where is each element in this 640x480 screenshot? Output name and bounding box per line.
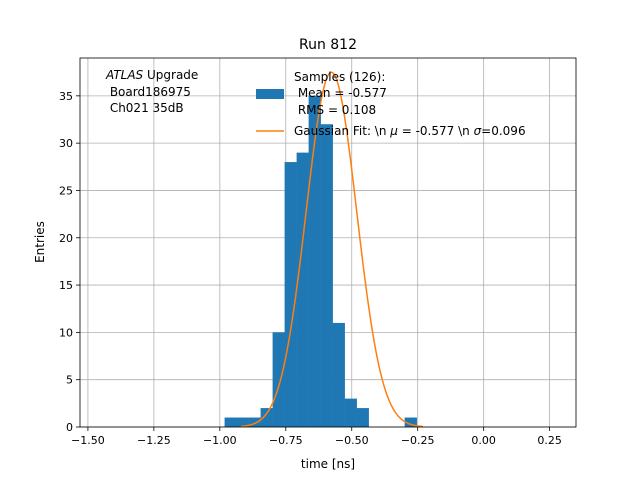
x-tick-label: −0.50 <box>335 434 369 447</box>
y-axis-label: Entries <box>33 221 47 263</box>
histogram-bar <box>224 417 237 427</box>
legend-samples-line-1: Samples (126): <box>294 70 385 84</box>
y-tick-label: 5 <box>66 374 73 387</box>
y-tick-label: 15 <box>59 279 73 292</box>
legend-fit-suffix: =0.096 <box>481 124 525 138</box>
histogram-bar <box>260 408 273 427</box>
histogram-bar <box>320 124 333 427</box>
legend-samples-swatch <box>256 89 284 99</box>
legend-fit-mu: μ <box>389 124 398 138</box>
legend-fit-prefix: Gaussian Fit: \n <box>294 124 390 138</box>
histogram-bar <box>332 322 345 427</box>
y-tick-label: 25 <box>59 184 73 197</box>
y-tick-label: 0 <box>66 421 73 434</box>
chart-title: Run 812 <box>299 37 357 53</box>
y-tick-label: 10 <box>59 326 73 339</box>
legend-fit-label: Gaussian Fit: \n μ = -0.577 \n σ=0.096 <box>294 124 526 138</box>
histogram-bar <box>344 398 357 427</box>
legend: Samples (126): Mean = -0.577 RMS = 0.108… <box>256 70 526 138</box>
y-tick-label: 35 <box>59 90 73 103</box>
histogram-bar <box>296 152 309 427</box>
histogram-bars <box>224 95 417 428</box>
x-tick-label: 0.00 <box>471 434 496 447</box>
histogram-bar <box>284 162 297 428</box>
plot-frame <box>79 57 577 428</box>
histogram-bar <box>404 417 417 427</box>
annotation-atlas: ATLAS <box>105 68 144 82</box>
y-tick-label: 30 <box>59 137 73 150</box>
x-tick-label: −1.00 <box>203 434 237 447</box>
x-tick-label: −0.25 <box>401 434 435 447</box>
histogram-bar <box>248 417 261 427</box>
legend-samples-line-2: Mean = -0.577 <box>294 86 387 100</box>
atlas-annotation: ATLAS Upgrade Board186975 Ch021 35dB <box>105 68 198 115</box>
histogram-bar <box>308 95 321 427</box>
gaussian-fit-line <box>240 71 424 428</box>
x-tick-label: −0.75 <box>269 434 303 447</box>
x-tick-label: −1.25 <box>137 434 171 447</box>
histogram-bar <box>272 332 285 427</box>
x-tick-label: −1.50 <box>71 434 105 447</box>
y-tick-label: 20 <box>59 232 73 245</box>
x-axis-ticks: −1.50 −1.25 −1.00 −0.75 −0.50 −0.25 0.00 0.25 <box>71 427 562 447</box>
y-axis-ticks: 0 5 10 15 20 25 30 35 <box>59 90 80 434</box>
x-tick-label: 0.25 <box>537 434 562 447</box>
legend-samples-line-3: RMS = 0.108 <box>294 103 376 117</box>
legend-fit-sigma: σ <box>474 124 482 138</box>
legend-fit-mid: = -0.577 \n <box>398 124 474 138</box>
annotation-upgrade: Upgrade <box>143 68 198 82</box>
annotation-line-3: Ch021 35dB <box>106 101 184 115</box>
annotation-line-2: Board186975 <box>106 85 191 99</box>
histogram-bar <box>236 417 249 427</box>
histogram-bar <box>356 408 369 427</box>
annotation-line-1: ATLAS Upgrade <box>105 68 198 82</box>
x-axis-label: time [ns] <box>301 457 355 471</box>
